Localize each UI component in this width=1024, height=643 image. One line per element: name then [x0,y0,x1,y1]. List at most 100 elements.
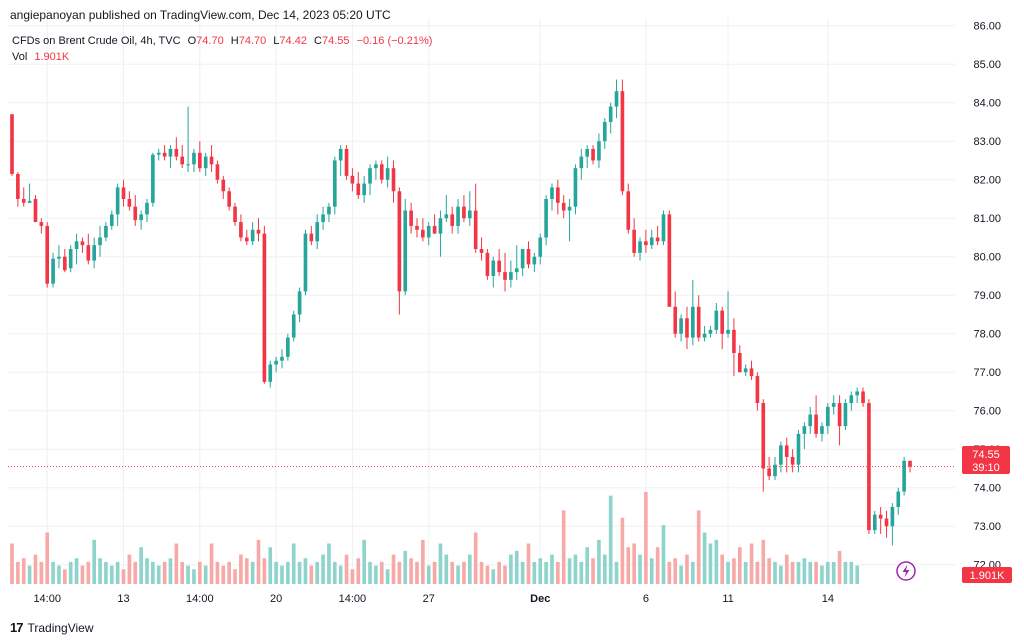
candle-body [872,514,877,531]
volume-bar [831,561,836,584]
candle-body [51,258,55,284]
candle-body [556,187,560,203]
volume-bar [579,561,584,584]
candle-body [444,214,449,219]
candle-body [644,241,648,246]
candle-body [57,256,61,259]
candle-body [538,237,543,257]
volume-bar [39,561,44,584]
price-tick-label: 85.00 [973,59,1001,71]
candle-body [908,460,912,467]
candle-body [579,156,584,169]
candle-body [743,368,748,373]
volume-bar [233,569,237,584]
time-tick-label: 14:00 [339,593,367,605]
lightning-icon[interactable] [896,561,916,581]
volume-bar [350,569,355,584]
volume-bar [784,554,789,584]
volume-bar [737,547,742,584]
volume-bar [779,565,783,584]
volume-bar [837,550,842,584]
candle-body [755,376,760,404]
volume-bar [127,554,132,584]
candle-body [867,403,871,531]
candle-body [732,329,736,353]
candle-body [426,225,431,238]
footer-branding[interactable]: 17 TradingView [10,620,94,635]
candle-body [192,152,196,165]
volume-bar [21,558,26,584]
volume-bar [514,550,519,584]
volume-bar [573,554,578,584]
volume-bar [720,554,725,584]
candle-body [145,202,149,215]
candle-body [585,148,590,157]
volume-bar [491,569,496,584]
last-price-value: 74.55 [972,449,1000,461]
candle-body [784,445,789,457]
volume-bar [244,558,249,584]
time-tick-label: Dec [530,593,550,605]
time-tick-label: 6 [643,593,649,605]
candle-body [98,237,102,246]
volume-bar [403,550,408,584]
candle-body [714,310,719,330]
candle-body [520,249,525,269]
symbol-name[interactable]: CFDs on Brent Crude Oil, 4h, TVC [12,35,181,47]
price-tick-label: 83.00 [973,136,1001,148]
candle-body [350,175,355,184]
candle-body [550,187,554,199]
candle-body [761,403,766,469]
candle-body [808,414,813,427]
candle-body [379,164,384,180]
volume-bar [321,554,325,584]
candle-body [256,229,261,234]
price-tick-label: 78.00 [973,329,1001,341]
candle-body [156,152,161,155]
volume-bar [444,554,449,584]
candle-body [685,318,689,338]
candle-body [567,206,572,211]
close-value: 74.55 [321,35,350,47]
volume-bar [673,558,678,584]
candle-body [268,364,273,382]
candle-body [80,241,85,246]
volume-bar [503,565,507,584]
volume-bar [626,547,631,584]
candle-body [86,245,91,261]
candle-body [374,164,378,169]
candle-body [356,183,361,196]
candle-body [133,206,138,221]
volume-bar [45,532,50,584]
candle-body [462,206,466,219]
brand-name: TradingView [27,620,94,635]
volume-bar [174,543,179,584]
candle-body [902,460,906,492]
volume-bar [10,543,14,584]
volume-bar [509,554,513,584]
candle-body [415,225,419,230]
candle-body [432,225,437,234]
volume-bar [332,561,337,584]
volume-bar [708,543,713,584]
candle-body [573,168,578,207]
volume-bars [10,492,859,584]
volume-bar [215,561,220,584]
volume-bar [696,510,701,584]
volume-bar [209,543,214,584]
candle-body [327,206,331,215]
volume-bar [691,561,695,584]
candle-body [209,156,214,165]
volume-bar [68,561,73,584]
candle-body [826,406,830,427]
volume-bar [139,547,143,584]
candle-body [403,210,408,292]
volume-bar [614,561,619,584]
volume-label[interactable]: Vol [12,51,28,63]
time-tick-label: 14 [822,593,834,605]
candle-body [602,121,607,142]
candle-body [691,306,695,338]
volume-bar [415,561,419,584]
volume-bar [239,554,243,584]
